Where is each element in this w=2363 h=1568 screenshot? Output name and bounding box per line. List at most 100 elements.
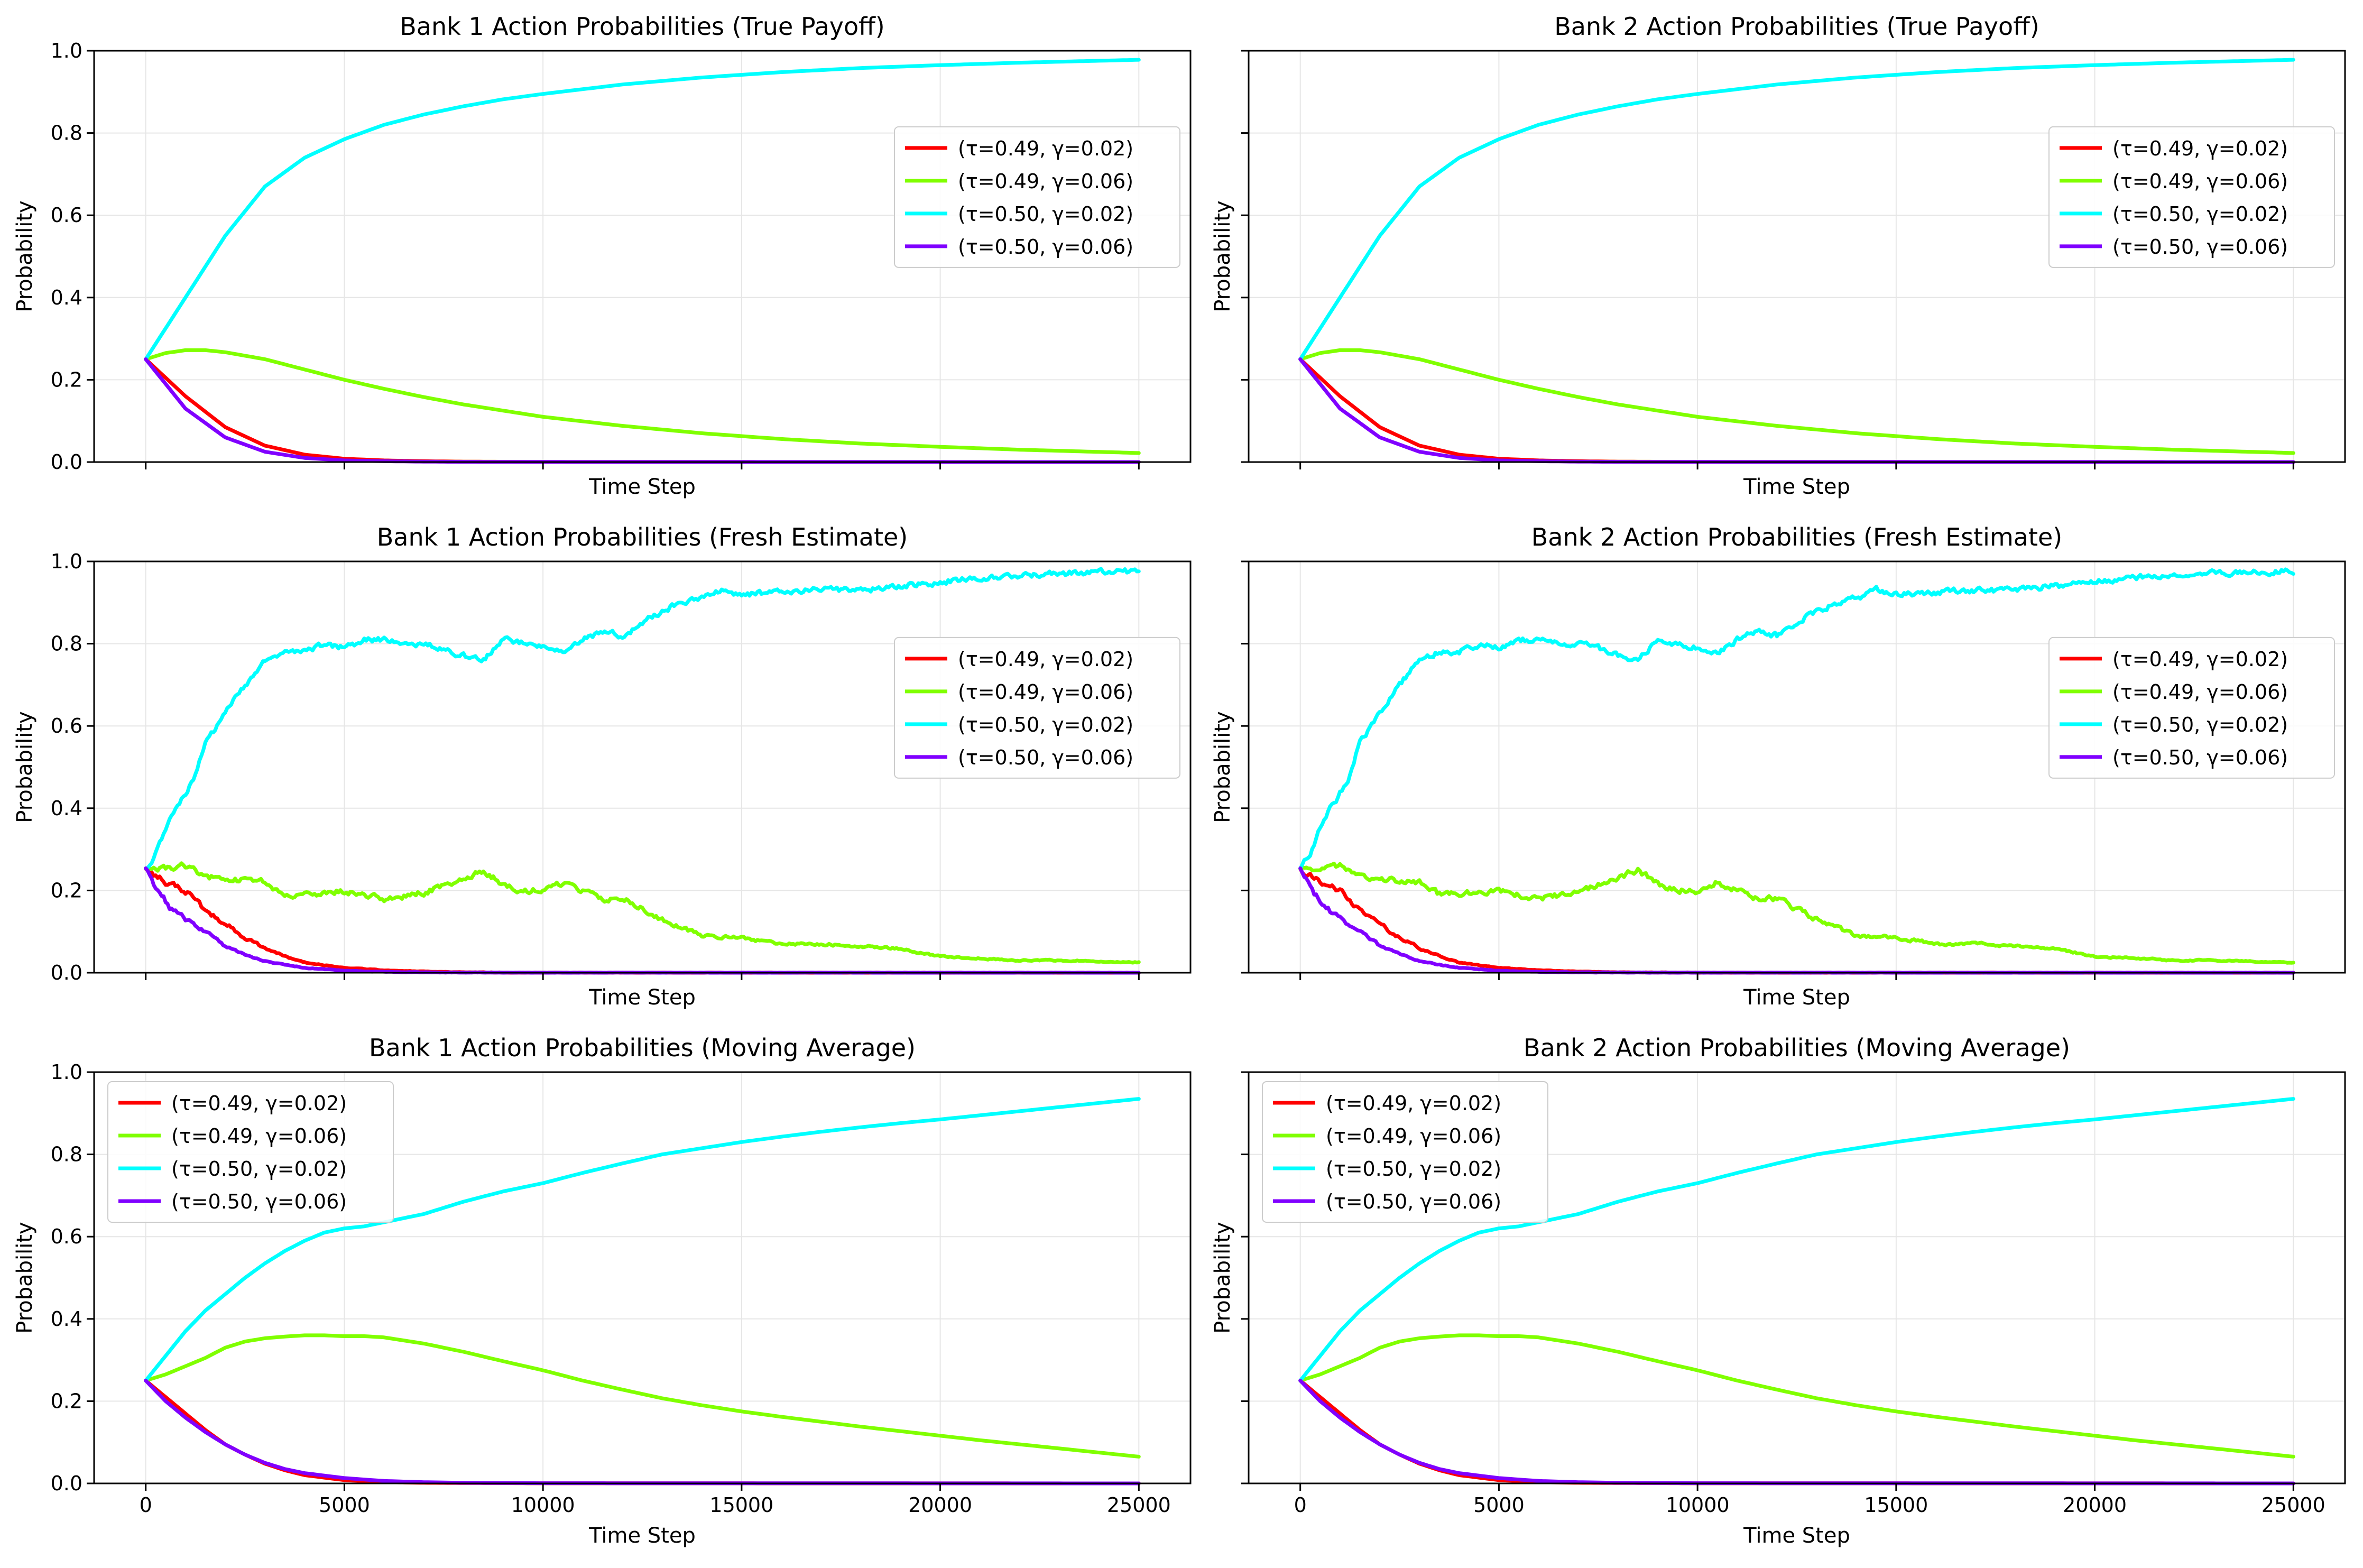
y-axis-label: Probability (13, 200, 37, 312)
legend-entry: (τ=0.49, γ=0.02) (171, 1092, 347, 1115)
legend-entry: (τ=0.50, γ=0.02) (958, 202, 1133, 226)
series-line-3 (144, 58, 1141, 361)
series-line-3 (144, 567, 1141, 871)
subplot-2: Bank 2 Action Probabilities (True Payoff… (1211, 12, 2346, 499)
y-tick-label: 1.0 (51, 39, 82, 62)
y-axis-label: Probability (1211, 200, 1235, 312)
legend-entry: (τ=0.50, γ=0.06) (2112, 235, 2288, 259)
y-tick-label: 0.4 (51, 1307, 82, 1331)
x-axis-label: Time Step (588, 475, 696, 499)
y-tick-label: 0.8 (51, 632, 82, 656)
legend-box (107, 1081, 394, 1223)
legend-entry: (τ=0.50, γ=0.02) (2112, 202, 2288, 226)
x-tick-label: 5000 (1473, 1493, 1525, 1517)
y-tick-label: 0.8 (51, 1143, 82, 1166)
y-tick-label: 0.4 (51, 286, 82, 309)
y-axis-label: Probability (13, 1222, 37, 1333)
x-axis-label: Time Step (1743, 985, 1850, 1010)
subplot-1: 0.0 0.2 0.4 0.6 0.8 1.0 Bank 1 Action Probabil… (13, 12, 1192, 499)
x-tick-label: 25000 (2262, 1493, 2325, 1517)
legend: (τ=0.49, γ=0.02) (τ=0.49, γ=0.06) (τ=0.50,… (894, 126, 1180, 268)
y-tick-label: 0.4 (51, 797, 82, 820)
x-axis-label: Time Step (588, 985, 696, 1010)
series-line-2 (1298, 1333, 2295, 1459)
x-tick-label: 25000 (1107, 1493, 1171, 1517)
x-tick-label: 20000 (908, 1493, 972, 1517)
legend-entry: (τ=0.49, γ=0.06) (958, 170, 1133, 193)
x-tick-label: 5000 (319, 1493, 370, 1517)
subplot-3: 0.0 0.2 0.4 0.6 0.8 1.0 Bank 1 Action Probabil… (13, 523, 1192, 1010)
legend: (τ=0.49, γ=0.02) (τ=0.49, γ=0.06) (τ=0.50,… (2048, 637, 2335, 779)
y-tick-label: 0.8 (51, 122, 82, 145)
axes-frame (93, 1071, 1192, 1484)
series-line-2 (1298, 348, 2295, 455)
legend-entry: (τ=0.50, γ=0.02) (958, 713, 1133, 736)
axes-frame (1248, 1071, 2346, 1484)
x-axis-label: Time Step (1743, 475, 1850, 499)
legend: (τ=0.49, γ=0.02) (τ=0.49, γ=0.06) (τ=0.50,… (1262, 1081, 1548, 1223)
x-tick-label: 0 (140, 1493, 152, 1517)
subplot-title: Bank 2 Action Probabilities (True Payoff… (1554, 12, 2039, 41)
legend-entry: (τ=0.50, γ=0.02) (171, 1157, 347, 1180)
y-tick-label: 0.6 (51, 1225, 82, 1248)
x-axis-label: Time Step (1743, 1524, 1850, 1548)
y-tick-label: 1.0 (51, 550, 82, 573)
x-tick-label: 0 (1294, 1493, 1307, 1517)
legend: (τ=0.49, γ=0.02) (τ=0.49, γ=0.06) (τ=0.50,… (2048, 126, 2335, 268)
subplot-title: Bank 2 Action Probabilities (Moving Aver… (1524, 1034, 2070, 1062)
legend-box (894, 637, 1180, 779)
legend-box (1262, 1081, 1548, 1223)
subplot-4: Bank 2 Action Probabilities (Fresh Estim… (1211, 523, 2346, 1010)
legend-entry: (τ=0.50, γ=0.06) (2112, 746, 2288, 769)
y-tick-label: 0.0 (51, 961, 82, 984)
y-tick-label: 0.0 (51, 1472, 82, 1495)
legend: (τ=0.49, γ=0.02) (τ=0.49, γ=0.06) (τ=0.50,… (107, 1081, 394, 1223)
legend-entry: (τ=0.50, γ=0.06) (958, 746, 1133, 769)
legend-entry: (τ=0.50, γ=0.06) (958, 235, 1133, 259)
y-axis-label: Probability (1211, 1222, 1235, 1333)
x-tick-label: 15000 (709, 1493, 773, 1517)
legend-entry: (τ=0.49, γ=0.06) (171, 1124, 347, 1148)
series-line-3 (1298, 1097, 2295, 1382)
legend: (τ=0.49, γ=0.02) (τ=0.49, γ=0.06) (τ=0.50,… (894, 637, 1180, 779)
legend-entry: (τ=0.50, γ=0.02) (2112, 713, 2288, 736)
legend-entry: (τ=0.49, γ=0.06) (2112, 680, 2288, 704)
series-line-2 (144, 348, 1141, 455)
legend-entry: (τ=0.49, γ=0.02) (2112, 137, 2288, 160)
x-tick-label: 10000 (511, 1493, 575, 1517)
axes-frame (1248, 560, 2346, 974)
axes-frame (93, 50, 1192, 463)
series-line-2 (1298, 862, 2295, 965)
y-axis-label: Probability (13, 711, 37, 823)
axes-frame (93, 560, 1192, 974)
x-tick-label: 15000 (1864, 1493, 1928, 1517)
y-axis-label: Probability (1211, 711, 1235, 823)
subplot-title: Bank 1 Action Probabilities (True Payoff… (400, 12, 884, 41)
subplot-6: 0 5000 10000 15000 20000 25000 Bank 2 Action P… (1211, 1034, 2346, 1548)
y-tick-label: 0.0 (51, 450, 82, 474)
legend-entry: (τ=0.50, γ=0.06) (1326, 1190, 1501, 1213)
legend-box (894, 126, 1180, 268)
legend-entry: (τ=0.50, γ=0.06) (171, 1190, 347, 1213)
series-line-3 (144, 1097, 1141, 1382)
legend-box (2048, 126, 2335, 268)
legend-entry: (τ=0.49, γ=0.06) (2112, 170, 2288, 193)
legend-entry: (τ=0.49, γ=0.02) (958, 137, 1133, 160)
axes-frame (1248, 50, 2346, 463)
y-tick-label: 0.2 (51, 879, 82, 902)
legend-entry: (τ=0.49, γ=0.02) (1326, 1092, 1501, 1115)
legend-box (2048, 637, 2335, 779)
subplot-title: Bank 1 Action Probabilities (Fresh Estim… (377, 523, 908, 551)
x-tick-label: 20000 (2063, 1493, 2127, 1517)
subplot-5: 0 5000 10000 15000 20000 25000 0.0 0.2 0.4 0.6 0.8… (13, 1034, 1192, 1548)
series-line-3 (1298, 58, 2295, 361)
legend-entry: (τ=0.49, γ=0.02) (958, 648, 1133, 671)
series-line-2 (144, 861, 1141, 965)
y-tick-label: 0.2 (51, 368, 82, 391)
series-line-2 (144, 1333, 1141, 1459)
x-tick-label: 10000 (1666, 1493, 1730, 1517)
legend-entry: (τ=0.49, γ=0.02) (2112, 648, 2288, 671)
subplot-title: Bank 1 Action Probabilities (Moving Aver… (369, 1034, 916, 1062)
